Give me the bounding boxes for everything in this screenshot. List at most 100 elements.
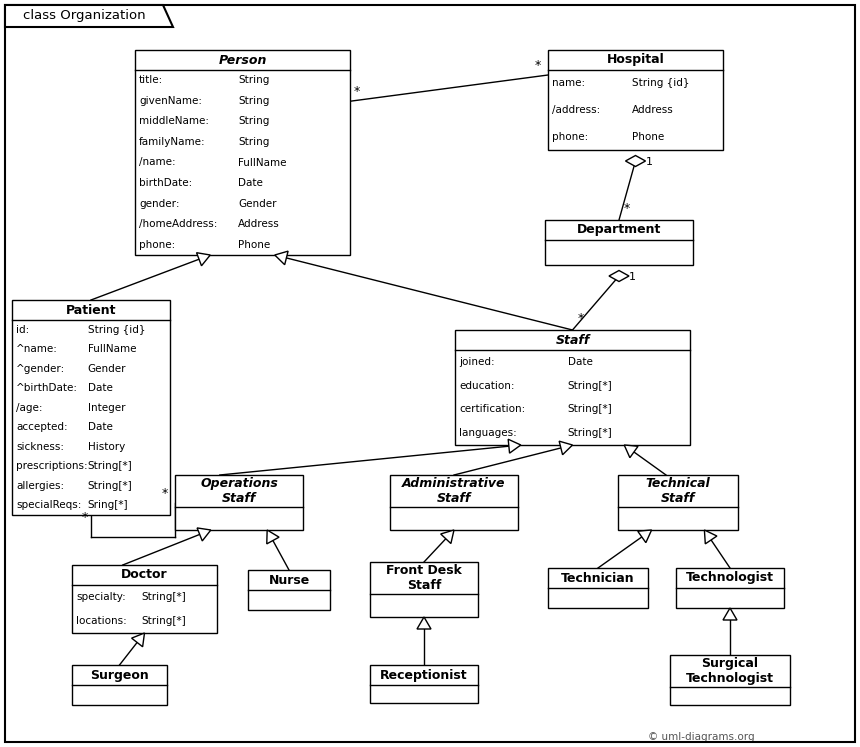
- Text: Operations
Staff: Operations Staff: [200, 477, 278, 505]
- Polygon shape: [624, 445, 638, 458]
- Bar: [670, 655, 790, 705]
- Text: ^gender:: ^gender:: [16, 364, 65, 374]
- Text: id:: id:: [16, 325, 29, 335]
- Text: String[*]: String[*]: [568, 381, 612, 391]
- Text: /name:: /name:: [139, 158, 175, 167]
- Polygon shape: [609, 270, 629, 282]
- Text: Nurse: Nurse: [268, 574, 310, 586]
- Bar: [545, 220, 693, 265]
- Text: givenName:: givenName:: [139, 96, 202, 106]
- Bar: [72, 565, 217, 633]
- Text: certification:: certification:: [459, 404, 525, 415]
- Text: Administrative
Staff: Administrative Staff: [402, 477, 506, 505]
- Text: joined:: joined:: [459, 357, 494, 367]
- Text: Technical
Staff: Technical Staff: [646, 477, 710, 505]
- Polygon shape: [197, 528, 211, 541]
- Text: © uml-diagrams.org: © uml-diagrams.org: [648, 732, 754, 742]
- Text: phone:: phone:: [139, 240, 175, 249]
- Text: Address: Address: [632, 105, 673, 115]
- Text: allergies:: allergies:: [16, 481, 64, 491]
- Bar: [548, 568, 648, 608]
- Text: String[*]: String[*]: [568, 404, 612, 415]
- Polygon shape: [132, 633, 144, 647]
- Text: phone:: phone:: [552, 131, 588, 142]
- Text: 1: 1: [646, 157, 653, 167]
- Text: familyName:: familyName:: [139, 137, 206, 147]
- Polygon shape: [508, 439, 521, 453]
- Bar: [72, 665, 167, 705]
- Polygon shape: [638, 530, 652, 542]
- Polygon shape: [625, 155, 646, 167]
- Text: Address: Address: [238, 219, 280, 229]
- Bar: [135, 50, 350, 255]
- Bar: [548, 50, 723, 150]
- Text: languages:: languages:: [459, 428, 517, 438]
- Text: Person: Person: [218, 54, 267, 66]
- Bar: [12, 300, 170, 515]
- Text: Date: Date: [568, 357, 593, 367]
- Text: Technician: Technician: [562, 571, 635, 584]
- Polygon shape: [274, 251, 288, 264]
- Text: *: *: [624, 202, 630, 215]
- Text: middleName:: middleName:: [139, 117, 209, 126]
- Text: ^birthDate:: ^birthDate:: [16, 383, 78, 393]
- Text: Phone: Phone: [632, 131, 664, 142]
- Text: Sring[*]: Sring[*]: [88, 500, 128, 510]
- Text: *: *: [82, 511, 89, 524]
- Text: Integer: Integer: [88, 403, 126, 413]
- Bar: [455, 330, 690, 445]
- Text: *: *: [162, 486, 169, 500]
- Text: /homeAddress:: /homeAddress:: [139, 219, 218, 229]
- Polygon shape: [417, 617, 431, 629]
- Text: birthDate:: birthDate:: [139, 178, 193, 188]
- Text: FullName: FullName: [238, 158, 286, 167]
- Text: String[*]: String[*]: [568, 428, 612, 438]
- Text: sickness:: sickness:: [16, 441, 64, 452]
- Text: String[*]: String[*]: [88, 461, 132, 471]
- Text: Gender: Gender: [238, 199, 277, 208]
- Text: class Organization: class Organization: [22, 10, 145, 22]
- Text: *: *: [354, 85, 360, 99]
- Text: Date: Date: [88, 422, 113, 433]
- Text: specialReqs:: specialReqs:: [16, 500, 82, 510]
- Text: FullName: FullName: [88, 344, 137, 354]
- Text: title:: title:: [139, 75, 163, 85]
- Text: Department: Department: [577, 223, 661, 237]
- Bar: [248, 570, 330, 610]
- Text: specialty:: specialty:: [76, 592, 126, 602]
- Text: String[*]: String[*]: [88, 481, 132, 491]
- Polygon shape: [5, 5, 173, 27]
- Text: ^name:: ^name:: [16, 344, 58, 354]
- Bar: [370, 665, 478, 703]
- Text: Patient: Patient: [65, 303, 116, 317]
- Text: Staff: Staff: [556, 333, 590, 347]
- Text: String {id}: String {id}: [88, 325, 145, 335]
- Polygon shape: [704, 530, 717, 544]
- Text: Date: Date: [238, 178, 263, 188]
- Polygon shape: [559, 441, 573, 455]
- Bar: [618, 475, 738, 530]
- Text: History: History: [88, 441, 125, 452]
- Bar: [676, 568, 784, 608]
- Text: Gender: Gender: [88, 364, 126, 374]
- Text: String: String: [238, 75, 269, 85]
- Text: Hospital: Hospital: [606, 54, 665, 66]
- Polygon shape: [267, 530, 279, 544]
- Text: Technologist: Technologist: [686, 571, 774, 584]
- Text: prescriptions:: prescriptions:: [16, 461, 88, 471]
- Text: /address:: /address:: [552, 105, 600, 115]
- Text: name:: name:: [552, 78, 585, 88]
- Text: gender:: gender:: [139, 199, 180, 208]
- Text: String[*]: String[*]: [142, 592, 187, 602]
- Text: Surgical
Technologist: Surgical Technologist: [686, 657, 774, 685]
- Text: Front Desk
Staff: Front Desk Staff: [386, 564, 462, 592]
- Text: Receptionist: Receptionist: [380, 669, 468, 681]
- Text: *: *: [535, 59, 541, 72]
- Polygon shape: [723, 608, 737, 620]
- Text: String[*]: String[*]: [142, 616, 187, 626]
- Text: Phone: Phone: [238, 240, 270, 249]
- Polygon shape: [440, 530, 454, 544]
- Text: String {id}: String {id}: [632, 78, 690, 88]
- Text: String: String: [238, 137, 269, 147]
- Bar: [175, 475, 303, 530]
